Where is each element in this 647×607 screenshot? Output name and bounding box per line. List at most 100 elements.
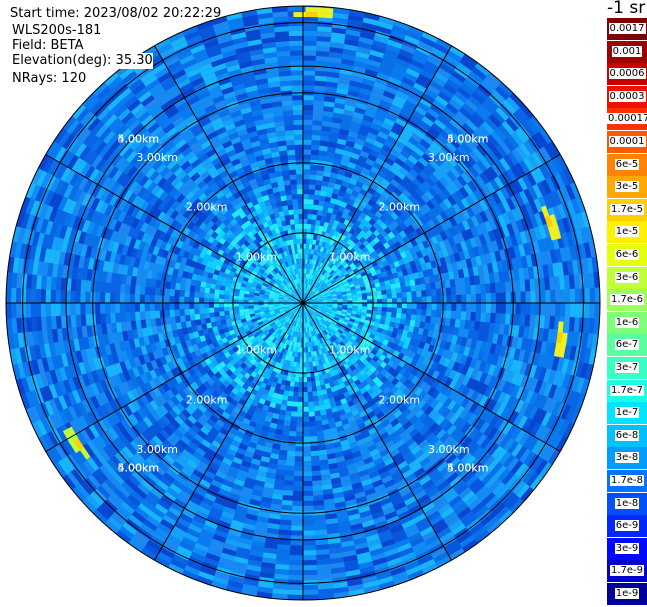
heat-cell [379, 165, 390, 175]
heat-cell [302, 411, 309, 417]
heat-cell [288, 430, 297, 437]
heat-cell [514, 162, 527, 178]
heat-cell [376, 225, 385, 234]
heat-cell [375, 108, 388, 118]
heat-cell [307, 299, 313, 302]
heat-cell [431, 303, 437, 311]
heat-cell [287, 440, 296, 447]
heat-cell [297, 401, 303, 407]
heat-cell [342, 48, 358, 57]
heat-cell [405, 313, 412, 321]
heat-cell [379, 62, 394, 73]
heat-cell [321, 257, 326, 264]
heat-cell [309, 164, 318, 171]
heat-cell [331, 27, 347, 35]
heat-cell [387, 238, 395, 247]
heat-cell [327, 61, 342, 69]
heat-cell [391, 228, 400, 237]
heat-cell [303, 204, 309, 210]
heat-cell [411, 291, 417, 298]
heat-cell [427, 228, 436, 239]
heat-cell [361, 167, 371, 176]
heat-cell [302, 574, 318, 581]
heat-cell [408, 181, 419, 192]
heat-cell [324, 96, 336, 103]
heat-cell [400, 149, 411, 160]
heat-cell [488, 218, 498, 231]
heat-cell [524, 202, 535, 217]
heat-cell [506, 134, 520, 150]
heat-cell [282, 425, 291, 431]
heat-cell [353, 142, 364, 151]
heat-cell [315, 420, 323, 427]
heat-cell [491, 240, 500, 253]
heat-cell [387, 195, 396, 204]
heat-cell [348, 85, 362, 93]
heat-cell [455, 130, 468, 143]
heat-cell [311, 381, 317, 387]
heat-cell [342, 255, 349, 262]
heat-cell [375, 135, 387, 145]
heat-cell [303, 258, 306, 264]
heat-cell [302, 495, 314, 501]
heat-cell [457, 145, 469, 158]
heat-cell [358, 128, 369, 137]
heat-cell [304, 268, 307, 274]
heat-cell [467, 134, 480, 148]
heat-cell [342, 114, 354, 122]
heat-cell [408, 91, 423, 102]
heat-cell [295, 441, 303, 447]
heat-cell [293, 471, 303, 477]
heat-cell [350, 173, 360, 182]
heat-cell [352, 237, 360, 245]
heat-cell [354, 56, 369, 65]
heat-cell [436, 303, 442, 311]
heat-cell [346, 238, 353, 246]
heat-cell [385, 113, 398, 123]
heat-cell [424, 149, 436, 160]
heat-cell [302, 584, 319, 591]
heat-cell [350, 286, 356, 291]
heat-cell [416, 290, 422, 298]
heat-cell [427, 253, 435, 262]
heat-cell [309, 239, 314, 245]
heat-cell [427, 107, 441, 120]
heat-cell [390, 126, 403, 137]
heat-cell [346, 232, 353, 240]
heat-cell [394, 208, 403, 218]
heat-cell [477, 83, 493, 98]
heat-cell [333, 204, 341, 211]
heat-cell [550, 303, 556, 317]
heat-cell [303, 109, 314, 116]
heat-cell [452, 203, 462, 215]
heat-cell [310, 376, 316, 382]
heat-cell [444, 255, 452, 265]
heat-cell [316, 295, 322, 299]
heat-cell [317, 205, 324, 212]
heat-cell [364, 109, 377, 119]
heat-cell [319, 236, 325, 242]
heat-cell [400, 251, 408, 259]
heat-cell [379, 99, 392, 109]
heat-cell [386, 289, 392, 295]
heat-cell [539, 128, 553, 145]
heat-cell [511, 148, 524, 164]
heat-cell [523, 188, 534, 203]
heat-cell [387, 223, 396, 232]
heat-cell [446, 246, 454, 256]
heat-cell [425, 163, 437, 174]
heat-cell [339, 284, 345, 289]
heat-cell [350, 256, 357, 263]
heat-cell [539, 315, 546, 329]
heat-cell [502, 170, 514, 185]
heat-cell [338, 264, 344, 270]
heat-cell [319, 262, 324, 268]
heat-cell [305, 253, 309, 259]
heat-cell [453, 163, 465, 176]
heat-cell [318, 155, 327, 162]
heat-cell [509, 92, 525, 109]
heat-cell [475, 284, 481, 295]
heat-cell [436, 114, 450, 127]
heat-cell [413, 200, 423, 210]
heat-cell [355, 180, 364, 189]
